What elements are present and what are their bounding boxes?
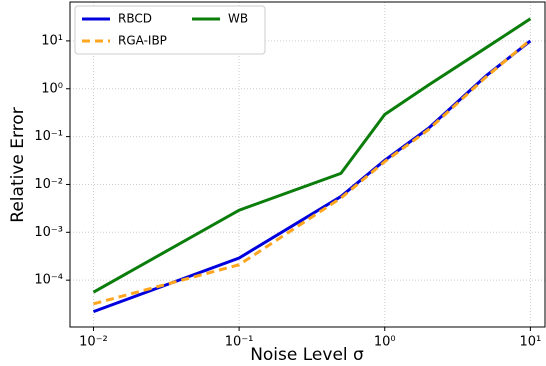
x-axis-label: Noise Level σ: [250, 345, 364, 365]
legend-label: WB: [228, 12, 248, 26]
x-tick-label: 10¹: [519, 335, 541, 350]
legend-label: RGA-IBP: [118, 34, 167, 48]
data-line: [92, 17, 532, 294]
legend-label: RBCD: [118, 12, 152, 26]
data-line: [92, 39, 532, 314]
y-tick-label: 10⁻²: [34, 177, 63, 192]
y-axis-label: Relative Error: [8, 107, 28, 222]
y-tick-label: 10¹: [41, 33, 63, 48]
x-tick-label: 10⁰: [374, 335, 396, 350]
y-tick-label: 10⁰: [41, 81, 63, 96]
legend: RBCD RGA-IBP WB: [74, 5, 266, 55]
y-tick-label: 10⁻¹: [34, 129, 63, 144]
plot-frame: [69, 1, 546, 328]
y-tick-label: 10⁻³: [34, 225, 63, 240]
y-tick-label: 10⁻⁴: [34, 273, 63, 288]
x-tick-label: 10⁻¹: [225, 335, 254, 350]
data-line: [93, 38, 532, 306]
x-tick-label: 10⁻²: [79, 335, 108, 350]
